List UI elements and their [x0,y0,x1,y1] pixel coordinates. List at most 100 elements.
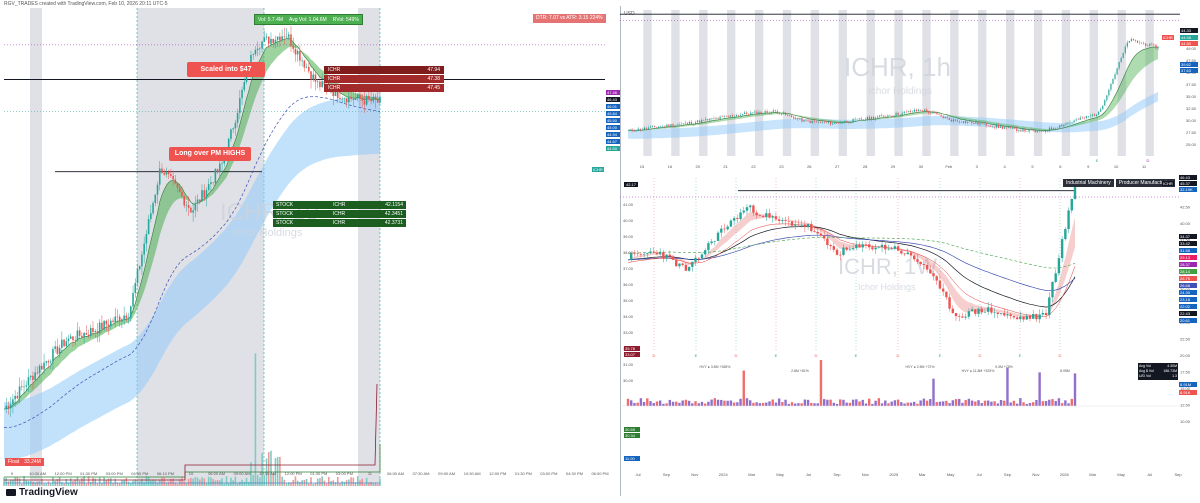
candle-body [819,233,823,236]
price-tag: 39.62 [1180,62,1198,67]
price-tag: 44.33 [1180,28,1198,33]
candle-body [163,173,165,175]
candle-body [83,333,85,338]
candle-body [688,121,690,124]
candle-body [858,118,860,120]
candle-body [758,111,760,115]
candle-body [1060,239,1064,259]
candle-body [1014,127,1016,129]
left-price-axis-tags: 47.46 46.43 46.01 45.84 45.50 45.00 44.94 44.67… [606,0,620,503]
candle-body [312,74,315,80]
volume-bar [201,477,203,486]
candle-body [319,81,321,88]
candle-body [1065,123,1067,125]
candle-body [646,253,649,254]
left-y-tick-label: 35.00 [623,298,634,303]
candle-body [707,243,710,251]
candle-body [216,169,219,172]
candle-body [832,123,834,125]
volume-bar [961,402,964,406]
candle-body [1003,313,1006,316]
price-tag: 26.68 [1179,283,1197,288]
candle-body [210,182,212,185]
volume-bar [703,403,707,406]
candle-body [970,309,974,312]
candle-body [343,98,346,99]
candle-body [897,112,899,115]
candle-body [1151,43,1153,45]
volume-bar [308,483,310,486]
sell-symbol: ICHR [328,67,341,73]
candle-body [694,122,697,124]
candle-body [654,125,656,128]
volume-bar [1019,398,1022,406]
panel-divider [620,6,621,496]
candle-body [772,110,774,112]
candle-body [868,116,871,120]
candle-body [979,123,981,125]
candle-body [283,36,286,38]
candle-body [361,99,364,101]
price-tag: 23.18 [1179,297,1197,302]
candle-body [1044,131,1047,132]
tr-ticker-tag: ICHR [1162,35,1174,40]
price-tag: 24.30 [1179,290,1197,295]
candle-body [299,50,301,61]
volume-bar [334,482,337,486]
y-tick-label: 30.00 [1186,118,1197,123]
candle-body [1147,45,1149,47]
candle-body [707,119,709,121]
x-tick-label: 10 [1114,164,1119,169]
candle-body [276,36,279,40]
volume-bar [810,402,813,406]
volume-bar [954,399,958,406]
volume-bar [658,400,662,406]
price-tag: 46.01 [606,104,620,109]
volume-bar [178,479,181,486]
candle-body [372,96,375,102]
volume-bar [1051,399,1054,406]
candle-body [1057,127,1059,129]
candle-body [684,264,688,271]
volume-bar [665,403,668,406]
weekly-chart-panel[interactable]: D E D E D E D E D E D ICHR, 1W Ichor Holdings HVY … [620,174,1200,494]
y-tick-label: 30.00 [1180,287,1191,292]
buy-symbol: ICHR [333,202,346,208]
volume-bar [176,483,179,486]
volume-bar [736,402,739,406]
volume-bar [363,483,366,486]
volume-bar [187,478,190,486]
hourly-chart-panel[interactable]: ICHR, 1h Ichor Holdings 50.0049.0047.504… [620,6,1200,171]
candle-body [680,123,682,125]
volume-bar [94,478,97,486]
volume-bar [321,476,323,486]
candle-body [1098,111,1100,115]
tr-watermark-name: Ichor Holdings [868,86,932,97]
candle-body [981,123,983,124]
volume-bar [1057,398,1061,406]
candle-body [678,263,681,267]
candle-body [263,37,266,42]
session-shade [1089,10,1099,156]
candle-body [1016,128,1018,132]
candle-body [172,175,174,180]
volume-bar [205,483,208,486]
event-marker: D [815,353,818,358]
candle-body [147,219,150,234]
candle-body [999,313,1003,314]
candle-body [922,263,926,265]
sector-badge[interactable]: Producer Manufacturing [1115,179,1176,187]
price-tag: 22.02 [1179,304,1197,309]
candle-body [944,117,946,118]
candle-body [256,48,259,50]
price-tag: 34.37 [1179,234,1197,239]
volume-bar [716,399,720,406]
intraday-chart-panel[interactable]: ICHR, 10 Ichor Holdings 9 10:30 AM 12:00 P… [0,6,620,496]
candle-body [989,126,991,127]
volume-bar [890,401,893,406]
price-tag: 44.56 [1180,35,1198,40]
candle-body [649,251,652,254]
volume-bar [78,480,81,486]
br-left-price-tag: 42.17 [624,182,639,187]
industry-badge[interactable]: Industrial Machinery [1063,179,1114,187]
